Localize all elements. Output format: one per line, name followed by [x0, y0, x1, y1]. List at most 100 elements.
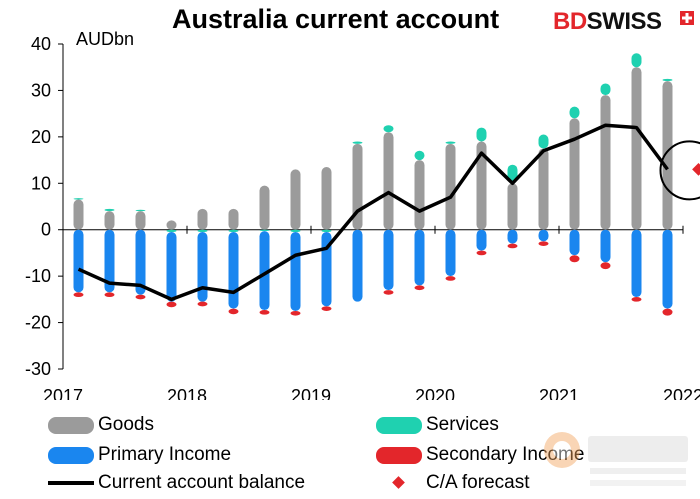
primary-income-bar	[104, 229, 115, 293]
services-bar	[197, 229, 208, 233]
goods-bar	[507, 183, 518, 230]
goods-bar	[538, 148, 549, 230]
legend-primary-income-swatch	[48, 446, 94, 464]
services-bar	[352, 141, 363, 144]
y-tick-label: 20	[31, 127, 51, 147]
primary-income-bar	[476, 229, 487, 251]
goods-bar	[414, 160, 425, 230]
services-bar	[538, 134, 549, 149]
goods-bar	[290, 169, 301, 230]
secondary-income-bar	[476, 250, 487, 256]
secondary-income-bar	[197, 301, 208, 307]
goods-bar	[600, 95, 611, 230]
legend-goods-swatch	[48, 416, 94, 434]
legend-balance: Current account balance	[48, 472, 305, 494]
x-tick-label: 2019	[291, 386, 331, 400]
secondary-income-bar	[104, 292, 115, 298]
goods-bar	[321, 167, 332, 230]
y-tick-label: 10	[31, 173, 51, 193]
primary-income-bar	[507, 229, 518, 244]
secondary-income-bar	[445, 276, 456, 281]
primary-income-bar	[290, 232, 301, 311]
primary-income-bar	[228, 232, 239, 309]
legend-primary-income: Primary Income	[48, 444, 231, 466]
brand-logo-bd: BD	[553, 8, 587, 35]
forecast-marker	[692, 162, 700, 176]
primary-income-bar	[445, 229, 456, 277]
brand-flag-icon	[680, 11, 694, 25]
secondary-income-bar	[538, 241, 549, 246]
secondary-income-bar	[631, 297, 642, 302]
legend-primary-income-label: Primary Income	[98, 444, 232, 465]
primary-income-bar	[414, 229, 425, 286]
primary-income-bar	[569, 229, 580, 256]
secondary-income-bar	[135, 294, 146, 300]
secondary-income-bar	[414, 285, 425, 291]
primary-income-bar	[259, 231, 270, 311]
legend-goods: Goods	[48, 414, 154, 436]
legend-forecast-swatch	[376, 474, 422, 492]
services-bar	[569, 106, 580, 119]
x-tick-label: 2020	[415, 386, 455, 400]
legend-secondary-income: Secondary Income	[376, 444, 584, 466]
legend-balance-swatch	[48, 481, 94, 485]
y-tick-label: -10	[25, 266, 51, 286]
secondary-income-bar	[73, 292, 84, 298]
goods-bar	[166, 220, 177, 230]
chart-plot: -30 -20 -10 0 10 20 30 40 2017 2018 2019 2020 2021 20…	[25, 29, 700, 400]
goods-bar	[569, 118, 580, 230]
primary-income-bar	[662, 229, 673, 309]
goods-bar	[197, 208, 208, 230]
goods-bar	[445, 143, 456, 230]
secondary-income-bar	[507, 243, 518, 249]
secondary-income-bar	[600, 262, 611, 270]
services-bar	[259, 229, 270, 232]
secondary-income-bar	[259, 310, 270, 315]
primary-income-bar	[166, 232, 177, 302]
goods-bar	[73, 199, 84, 230]
primary-income-bar	[352, 229, 363, 302]
primary-income-bar	[600, 229, 611, 263]
goods-bar	[104, 211, 115, 230]
goods-bar	[476, 141, 487, 230]
legend-balance-label: Current account balance	[98, 472, 306, 493]
goods-bar	[259, 185, 270, 230]
services-bar	[631, 53, 642, 68]
legend-goods-label: Goods	[98, 414, 154, 435]
goods-bar	[383, 132, 394, 230]
legend-forecast: C/A forecast	[376, 472, 530, 494]
services-bar	[73, 198, 84, 200]
y-tick-label: 0	[41, 220, 51, 240]
primary-income-bar	[135, 229, 146, 295]
services-bar	[600, 83, 611, 96]
legend-services-swatch	[376, 416, 422, 434]
services-bar	[135, 209, 146, 212]
current-account-balance-line	[77, 123, 669, 302]
services-bar	[445, 141, 456, 144]
services-bar	[662, 78, 673, 82]
x-tick-label: 2021	[539, 386, 579, 400]
secondary-income-bar	[228, 308, 239, 315]
goods-bar	[135, 211, 146, 230]
brand-logo: BDSWISS	[553, 8, 662, 36]
secondary-income-bar	[569, 255, 580, 263]
legend-secondary-income-swatch	[376, 446, 422, 464]
legend-forecast-label: C/A forecast	[426, 472, 530, 493]
legend-services: Services	[376, 414, 499, 436]
services-bar	[476, 127, 487, 142]
services-bar	[104, 208, 115, 212]
secondary-income-bar	[383, 290, 394, 295]
brand-logo-swiss: SWISS	[586, 8, 662, 35]
y-tick-label: -20	[25, 313, 51, 333]
services-bar	[166, 229, 177, 233]
primary-income-bar	[197, 232, 208, 302]
primary-income-bar	[631, 229, 642, 298]
services-bar	[228, 229, 239, 233]
services-bar	[383, 125, 394, 133]
services-bar	[414, 150, 425, 161]
y-tick-label: -30	[25, 359, 51, 379]
secondary-income-bar	[321, 306, 332, 311]
y-tick-label: 40	[31, 34, 51, 54]
watermark-logo-icon	[544, 432, 688, 486]
x-tick-label: 2018	[167, 386, 207, 400]
